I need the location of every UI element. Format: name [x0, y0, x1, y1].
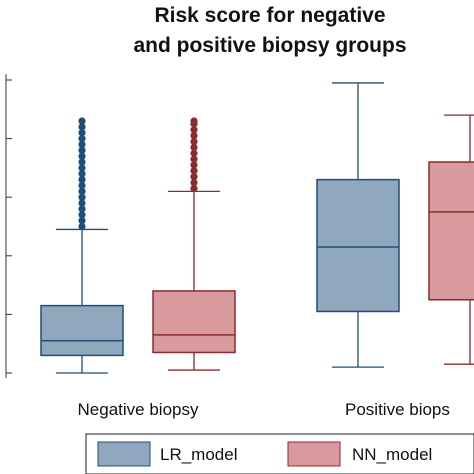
legend-label-lr-model: LR_model	[160, 445, 238, 464]
outlier-point-7	[190, 143, 198, 151]
legend-frame	[85, 433, 474, 474]
boxes-layer	[40, 82, 474, 374]
outlier-point-10	[78, 164, 86, 172]
outlier-point-5	[190, 155, 198, 163]
chart-title-line-1: Risk score for negative	[154, 4, 385, 27]
outlier-point-17	[78, 123, 86, 131]
outlier-point-8	[78, 176, 86, 184]
box-lr-model-cat-0	[40, 117, 124, 374]
legend-swatch-lr-model	[97, 441, 151, 467]
outlier-point-1	[190, 178, 198, 187]
legend-label-nn-model: NN_model	[352, 445, 432, 464]
iqr-box	[428, 161, 474, 301]
outlier-point-11	[78, 158, 86, 166]
outlier-point-6	[78, 187, 86, 195]
category-label-positive: Positive biops	[345, 400, 450, 419]
outlier-point-16	[78, 129, 86, 137]
outlier-point-2	[190, 173, 198, 181]
outlier-point-10	[190, 126, 198, 134]
box-lr-model-cat-1	[316, 82, 400, 368]
legend: LR_model NN_model	[85, 433, 474, 474]
outlier-point-4	[78, 199, 86, 207]
outlier-point-3	[190, 167, 198, 175]
iqr-box	[316, 178, 400, 313]
outlier-point-7	[78, 181, 86, 190]
outlier-point-0	[78, 222, 86, 231]
outlier-point-18	[78, 117, 86, 125]
outlier-point-3	[78, 205, 86, 213]
iqr-box	[40, 304, 124, 357]
box-nn-model-cat-0	[152, 117, 236, 371]
outlier-point-14	[78, 140, 86, 149]
outlier-point-9	[78, 170, 86, 178]
y-axis	[5, 74, 12, 378]
outlier-point-4	[190, 161, 198, 169]
outlier-point-9	[190, 132, 198, 140]
chart-title-line-2: and positive biopsy groups	[133, 34, 406, 57]
outlier-point-8	[190, 137, 198, 146]
outlier-point-2	[78, 211, 86, 219]
outlier-point-6	[190, 149, 198, 157]
box-nn-model-cat-1	[428, 114, 474, 365]
outlier-point-1	[78, 217, 86, 225]
outlier-point-13	[78, 146, 86, 154]
outlier-point-5	[78, 193, 86, 201]
legend-swatch-nn-model	[287, 441, 341, 467]
category-label-negative: Negative biopsy	[78, 400, 199, 419]
iqr-box	[152, 290, 236, 354]
outlier-point-12	[78, 152, 86, 160]
outlier-point-0	[190, 184, 198, 193]
outlier-point-15	[78, 135, 86, 143]
outlier-point-12	[190, 117, 198, 125]
